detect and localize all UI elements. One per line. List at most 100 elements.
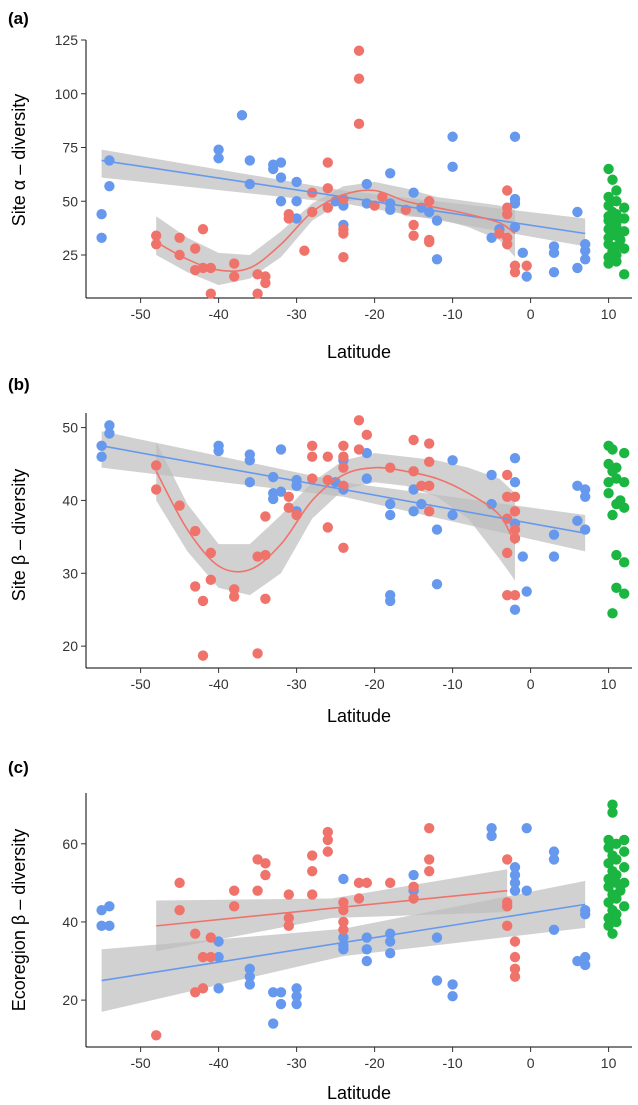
green-series [603,799,630,939]
x-tick-label: -30 [286,306,306,322]
data-point [283,889,294,900]
data-point [197,983,209,994]
data-point [572,955,583,967]
data-point [509,131,521,142]
x-tick-label: 10 [601,676,617,692]
data-point [619,557,630,568]
data-point [322,474,333,486]
data-point [275,486,287,497]
data-point [353,45,365,56]
y-tick-label: 50 [62,193,78,209]
data-point [322,846,333,857]
data-point [104,155,115,166]
x-tick-label: -20 [364,1055,384,1071]
data-point [502,185,513,196]
data-point [174,905,185,916]
data-point [447,979,458,990]
red-fit-line [156,889,508,927]
x-tick-label: -50 [130,1055,150,1071]
data-point [424,196,435,207]
data-point [151,484,162,495]
data-point [509,936,521,947]
data-point [431,215,443,226]
data-point [229,901,240,912]
data-point [197,224,209,235]
panel-label: (c) [8,758,29,777]
data-point [229,271,240,282]
data-point [275,196,287,207]
data-point [509,963,521,975]
data-point [322,183,333,194]
data-point [385,595,396,607]
data-point [408,484,419,495]
data-point [424,438,435,449]
data-point [205,951,216,963]
data-point [619,877,630,889]
data-point [322,202,333,213]
data-point [283,491,294,502]
data-point [619,846,630,857]
data-point [619,213,630,224]
data-point [260,277,271,289]
data-point [603,912,614,924]
x-tick-label: -20 [364,676,384,692]
data-point [190,928,201,939]
data-point [252,885,263,896]
data-point [260,858,271,869]
red-series [151,45,532,299]
red-fit-band [156,869,508,952]
data-point [611,185,622,196]
data-point [502,589,513,601]
data-point [611,256,622,267]
data-point [509,491,521,502]
data-point [268,493,279,505]
data-point [548,854,560,865]
data-point [361,955,372,967]
data-point [361,447,372,459]
data-point [548,267,560,278]
data-point [213,445,224,457]
y-tick-label: 40 [62,914,78,930]
data-point [322,834,333,846]
x-tick-label: -10 [442,1055,462,1071]
data-point [572,515,583,527]
data-point [338,932,349,943]
data-point [338,924,349,935]
blue-fit-line [101,903,586,982]
data-point [431,254,443,265]
data-point [213,936,224,947]
data-point [244,178,255,190]
y-tick-label: 20 [62,992,78,1008]
blue-fit-line [101,159,586,235]
data-point [338,251,349,263]
blue-fit-line [101,444,586,535]
data-point [607,174,618,185]
data-point [291,509,302,521]
data-point [353,877,365,889]
data-point [361,932,372,943]
data-point [307,440,318,451]
data-point [611,473,622,484]
x-tick-label: -40 [208,1055,228,1071]
data-point [603,873,614,885]
data-point [408,230,419,241]
data-point [603,897,614,908]
data-point [502,547,513,559]
data-point [252,648,263,659]
x-tick-label: 10 [601,306,617,322]
data-point [244,963,255,975]
data-point [190,525,201,537]
x-axis-title: Latitude [327,706,391,726]
panel-label: (b) [8,375,30,394]
data-point [611,498,622,510]
data-point [229,591,240,602]
data-point [244,155,255,166]
data-point [275,172,287,183]
data-point [229,258,240,269]
data-point [213,983,224,994]
data-point [338,462,349,473]
data-point [580,951,591,963]
data-point [190,264,201,276]
data-point [509,869,521,881]
